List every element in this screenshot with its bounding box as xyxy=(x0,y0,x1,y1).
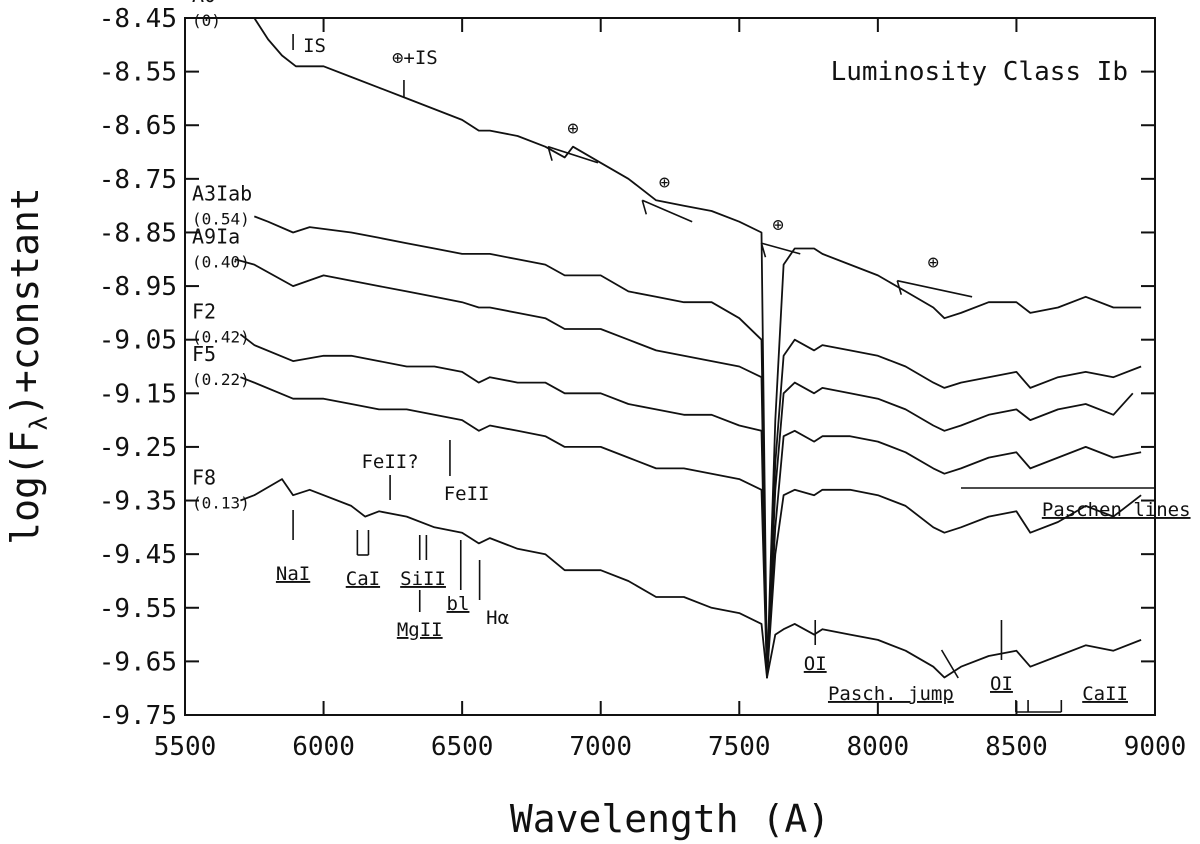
x-tick-label: 7500 xyxy=(708,732,771,762)
mgii-label: MgII xyxy=(397,619,443,641)
x-axis: 5500 6000 6500 7000 7500 8000 8500 9000 xyxy=(154,18,1187,762)
telluric-band xyxy=(897,279,973,298)
nai-label: NaI xyxy=(276,563,310,585)
x-axis-title: Wavelength (A) xyxy=(510,797,830,841)
y-tick-label: -9.15 xyxy=(99,379,177,409)
y-tick-label: -9.05 xyxy=(99,326,177,356)
series-sublabel: (0.42) xyxy=(192,327,250,346)
y-axis: -8.45 -8.55 -8.65 -8.75 -8.85 -8.95 -9.05 -9.15… xyxy=(99,4,1155,731)
x-tick-label: 9000 xyxy=(1124,732,1187,762)
earth-symbol: ⊕ xyxy=(772,214,783,236)
x-tick-label: 6000 xyxy=(292,732,355,762)
telluric-band-end xyxy=(896,280,903,295)
series-sublabel: (0) xyxy=(192,11,221,30)
is-label: IS xyxy=(303,35,326,57)
caii-label: CaII xyxy=(1082,683,1128,705)
siii-label: SiII xyxy=(400,568,446,590)
paschen-lines-label: Paschen lines xyxy=(1042,499,1191,521)
bl-label: bl xyxy=(447,593,470,615)
earth-symbol: ⊕ xyxy=(567,118,578,140)
telluric-band xyxy=(641,199,693,223)
pasch-jump-pointer xyxy=(940,649,959,679)
y-tick-label: -9.75 xyxy=(99,701,177,731)
series-line xyxy=(239,333,1142,679)
x-tick-label: 5500 xyxy=(154,732,217,762)
x-tick-label: 8500 xyxy=(985,732,1048,762)
series-label: F8 xyxy=(192,466,216,490)
y-tick-label: -9.65 xyxy=(99,647,177,677)
series-line xyxy=(240,376,1142,679)
series-sublabel: (0.13) xyxy=(192,494,250,513)
y-tick-label: -8.75 xyxy=(99,165,177,195)
series-line xyxy=(253,17,1142,679)
y-tick-label: -8.45 xyxy=(99,4,177,34)
series-sublabel: (0.54) xyxy=(192,209,250,228)
y-tick-label: -8.55 xyxy=(99,58,177,88)
telluric-band-end xyxy=(547,146,553,161)
series-sublabel: (0.40) xyxy=(192,252,250,271)
y-axis-title: log(Fλ)+constant xyxy=(3,187,53,545)
series-label: F2 xyxy=(192,299,216,323)
x-tick-label: 8000 xyxy=(847,732,910,762)
pasch-jump-label: Pasch. jump xyxy=(828,683,954,705)
earth-symbol: ⊕ xyxy=(659,171,670,193)
series-label: F5 xyxy=(192,342,216,366)
earth-symbol: ⊕ xyxy=(928,252,939,274)
telluric-band xyxy=(547,145,599,164)
y-tick-label: -8.85 xyxy=(99,218,177,248)
series-group: A0 (0) A3Iab (0.54)A9Ia (0.40) F2 (0.42)F5 (0.2… xyxy=(192,0,1142,679)
feii-label: FeII xyxy=(444,483,490,505)
y-tick-label: -8.95 xyxy=(99,272,177,302)
telluric-band-end xyxy=(641,200,648,215)
series-label: A9Ia xyxy=(192,224,240,248)
oi-2-label: OI xyxy=(990,673,1013,695)
x-tick-label: 6500 xyxy=(431,732,494,762)
x-tick-label: 7000 xyxy=(569,732,632,762)
series-label: A0 xyxy=(192,0,216,7)
y-tick-label: -9.25 xyxy=(99,433,177,463)
y-tick-label: -9.55 xyxy=(99,594,177,624)
series-line xyxy=(234,258,1134,679)
plot-frame xyxy=(184,17,1156,716)
y-tick-label: -9.35 xyxy=(99,487,177,517)
cai-label: CaI xyxy=(346,568,380,590)
chart-title: Luminosity Class Ib xyxy=(831,57,1128,87)
telluric-band-end xyxy=(760,242,767,258)
earth-is-label: ⊕+IS xyxy=(392,47,438,69)
y-tick-label: -8.65 xyxy=(99,111,177,141)
oi-label: OI xyxy=(804,653,827,675)
feii-q-label: FeII? xyxy=(361,451,418,473)
series-line xyxy=(253,215,1142,679)
y-tick-label: -9.45 xyxy=(99,540,177,570)
telluric-band xyxy=(761,242,801,255)
halpha-label: Hα xyxy=(486,607,509,629)
series-sublabel: (0.22) xyxy=(192,370,250,389)
series-label: A3Iab xyxy=(192,181,252,205)
series-line xyxy=(240,478,1142,679)
